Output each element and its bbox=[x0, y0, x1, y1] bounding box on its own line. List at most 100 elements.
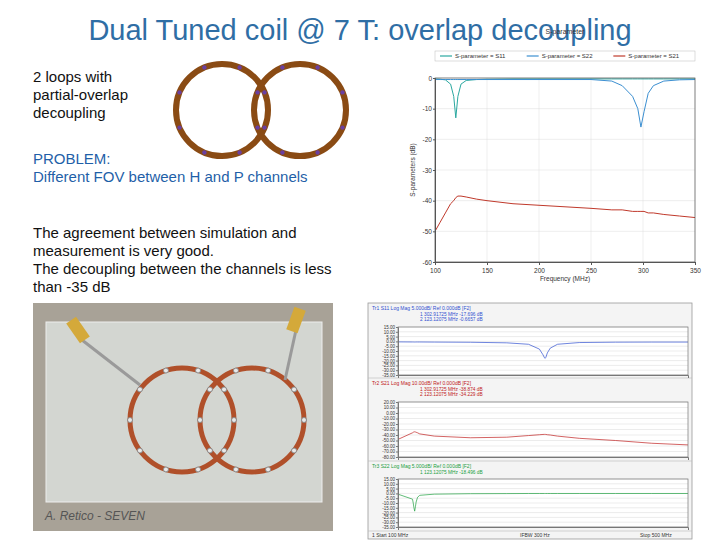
chart: 15.0010.005.000.00-5.00-10.00-15.00-20.0… bbox=[372, 463, 689, 530]
acrylic-plate bbox=[46, 322, 322, 502]
tick-mark bbox=[433, 139, 435, 140]
credit: A. Retico - SEVEN bbox=[44, 509, 145, 523]
tick-mark bbox=[396, 441, 398, 442]
tick-label: -40.00 bbox=[382, 433, 395, 438]
capacitor bbox=[255, 125, 259, 129]
tick-mark bbox=[396, 527, 398, 528]
connector bbox=[66, 317, 90, 344]
photo-solder bbox=[207, 387, 212, 392]
tick-mark bbox=[396, 337, 398, 338]
tick-mark bbox=[396, 332, 398, 333]
tick-label: -10 bbox=[423, 105, 433, 112]
tick-mark bbox=[396, 489, 398, 490]
photo-solder bbox=[196, 467, 201, 472]
tick-label: 200 bbox=[534, 267, 545, 274]
tick-mark bbox=[433, 78, 435, 79]
grid-line bbox=[435, 139, 695, 140]
capacitor bbox=[315, 150, 319, 154]
cable bbox=[82, 340, 140, 385]
tick: 350 bbox=[690, 262, 701, 274]
marker-readout: 1 123.12075 MHz -18.496 dB bbox=[420, 470, 483, 475]
legend: S-parameter = S11S-parameter = S22S-para… bbox=[435, 51, 695, 61]
capacitor bbox=[177, 90, 181, 94]
capacitor bbox=[237, 65, 241, 69]
grid-line bbox=[398, 429, 688, 430]
grid-line bbox=[398, 365, 688, 366]
tick: 10.00 bbox=[384, 405, 398, 410]
grid-line bbox=[398, 351, 688, 352]
tick: 0 bbox=[428, 75, 435, 82]
tick-mark bbox=[433, 109, 435, 110]
chart-title: Tr1 S11 Log Mag 5.000dB/ Ref 0.000dB [F2… bbox=[372, 305, 471, 311]
capacitor bbox=[202, 65, 206, 69]
photo-solder bbox=[302, 418, 307, 423]
grid-line bbox=[398, 331, 688, 332]
capacitor bbox=[280, 150, 284, 154]
axis-line bbox=[399, 376, 689, 379]
problem-line: PROBLEM: bbox=[33, 150, 111, 167]
tick-mark bbox=[396, 522, 398, 523]
grid-line bbox=[398, 498, 688, 499]
photo-solder bbox=[137, 448, 142, 453]
photo-solder bbox=[137, 387, 142, 392]
tick-mark bbox=[396, 402, 398, 403]
plot-frame bbox=[398, 479, 688, 527]
slide-title: Dual Tuned coil @ 7 T: overlap decouplin… bbox=[88, 14, 631, 46]
conclusion-line: measurement is very good. bbox=[33, 242, 214, 259]
grid-line bbox=[398, 507, 688, 508]
tick-mark bbox=[396, 356, 398, 357]
grid-line bbox=[435, 170, 695, 171]
description-line: decoupling bbox=[33, 104, 106, 121]
conclusion-line: than -35 dB bbox=[33, 278, 111, 295]
legend-swatch bbox=[527, 55, 539, 56]
tick-label: -10.00 bbox=[382, 416, 395, 421]
grid-line bbox=[487, 78, 488, 262]
axis-line bbox=[436, 263, 696, 266]
tick: -10.00 bbox=[382, 416, 398, 421]
capacitor bbox=[315, 65, 319, 69]
tick: -50.00 bbox=[382, 438, 398, 443]
tick-label: -30.00 bbox=[382, 427, 395, 432]
photo-solder bbox=[207, 448, 212, 453]
tick-label: -50 bbox=[423, 228, 433, 235]
tick-mark bbox=[396, 508, 398, 509]
tick-label: 100 bbox=[430, 267, 441, 274]
slide: Dual Tuned coil @ 7 T: overlap decouplin… bbox=[0, 0, 720, 540]
x-axis: 100150200250300350 bbox=[430, 262, 701, 274]
tick-mark bbox=[396, 327, 398, 328]
photo-solder bbox=[292, 448, 297, 453]
description-line: partial-overlap bbox=[33, 86, 128, 103]
tick-label: 350 bbox=[690, 267, 701, 274]
tick: -60 bbox=[423, 259, 435, 266]
grid bbox=[398, 327, 688, 375]
tick: -10 bbox=[423, 105, 435, 112]
conclusion-line: The agreement between simulation and bbox=[33, 224, 297, 241]
plot-marks bbox=[398, 342, 688, 359]
grid-line bbox=[398, 517, 688, 518]
tick-mark bbox=[396, 424, 398, 425]
photo-loop bbox=[200, 368, 304, 472]
tick-label: -60.00 bbox=[382, 444, 395, 449]
panel-divider bbox=[368, 378, 692, 379]
tick-mark bbox=[396, 503, 398, 504]
axis-line bbox=[396, 480, 399, 528]
analyzer-footer: Stop 500 MHz bbox=[640, 532, 672, 538]
x-axis bbox=[399, 376, 689, 379]
tick-mark bbox=[396, 351, 398, 352]
problem-line: Different FOV between H and P channels bbox=[33, 168, 308, 185]
tick-mark bbox=[396, 430, 398, 431]
grid-line bbox=[398, 360, 688, 361]
chart-title: Tr3 S22 Log Mag 5.000dB/ Ref 0.000dB [F2… bbox=[372, 463, 472, 469]
grid-line bbox=[539, 78, 540, 262]
grid-line bbox=[398, 418, 688, 419]
y-axis: 15.0010.005.000.00-5.00-10.00-15.00-20.0… bbox=[382, 477, 398, 530]
coil-loop bbox=[254, 64, 346, 156]
tick-label: 0.00 bbox=[386, 411, 395, 416]
chart: 1001502002503003500-10-20-30-40-50-60S-p… bbox=[409, 28, 701, 283]
analyzer-background bbox=[368, 303, 692, 539]
plot-frame bbox=[435, 78, 695, 262]
tick-label: -35.00 bbox=[382, 525, 395, 530]
photo-solder bbox=[222, 448, 227, 453]
plot-background bbox=[398, 479, 688, 527]
tick-label: -50.00 bbox=[382, 438, 395, 443]
